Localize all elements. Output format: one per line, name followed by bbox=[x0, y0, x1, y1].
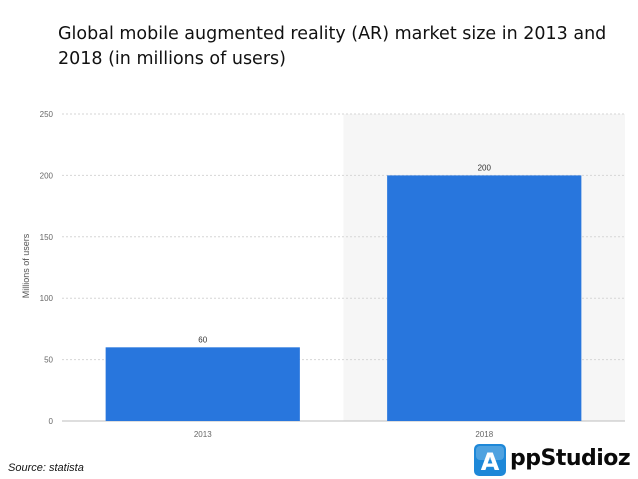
logo-wordmark: ppStudioz bbox=[510, 446, 631, 471]
x-axis-ticks: 2013 2018 bbox=[194, 430, 494, 439]
data-labels: 60 200 bbox=[198, 163, 491, 344]
bar-2013 bbox=[105, 347, 300, 421]
y-tick-label: 100 bbox=[40, 294, 54, 303]
y-tick-label: 200 bbox=[40, 171, 54, 180]
logo-letter: A bbox=[481, 448, 500, 476]
y-axis-ticks: 0 50 100 150 200 250 bbox=[40, 110, 54, 426]
bar-2018 bbox=[387, 175, 582, 421]
appstudioz-logo: A ppStudioz bbox=[473, 443, 633, 477]
bars bbox=[105, 175, 582, 421]
chart-title: Global mobile augmented reality (AR) mar… bbox=[58, 24, 607, 69]
y-tick-label: 150 bbox=[40, 233, 54, 242]
x-tick-label: 2013 bbox=[194, 430, 212, 439]
y-axis-label: Millions of users bbox=[21, 233, 31, 298]
y-tick-label: 0 bbox=[49, 417, 54, 426]
source-note: Source: statista bbox=[8, 462, 84, 474]
x-tick-label: 2018 bbox=[475, 430, 493, 439]
y-tick-label: 50 bbox=[44, 356, 53, 365]
y-tick-label: 250 bbox=[40, 110, 54, 119]
data-label: 200 bbox=[478, 163, 492, 172]
logo-badge-icon: A bbox=[474, 444, 506, 476]
data-label: 60 bbox=[198, 335, 207, 344]
